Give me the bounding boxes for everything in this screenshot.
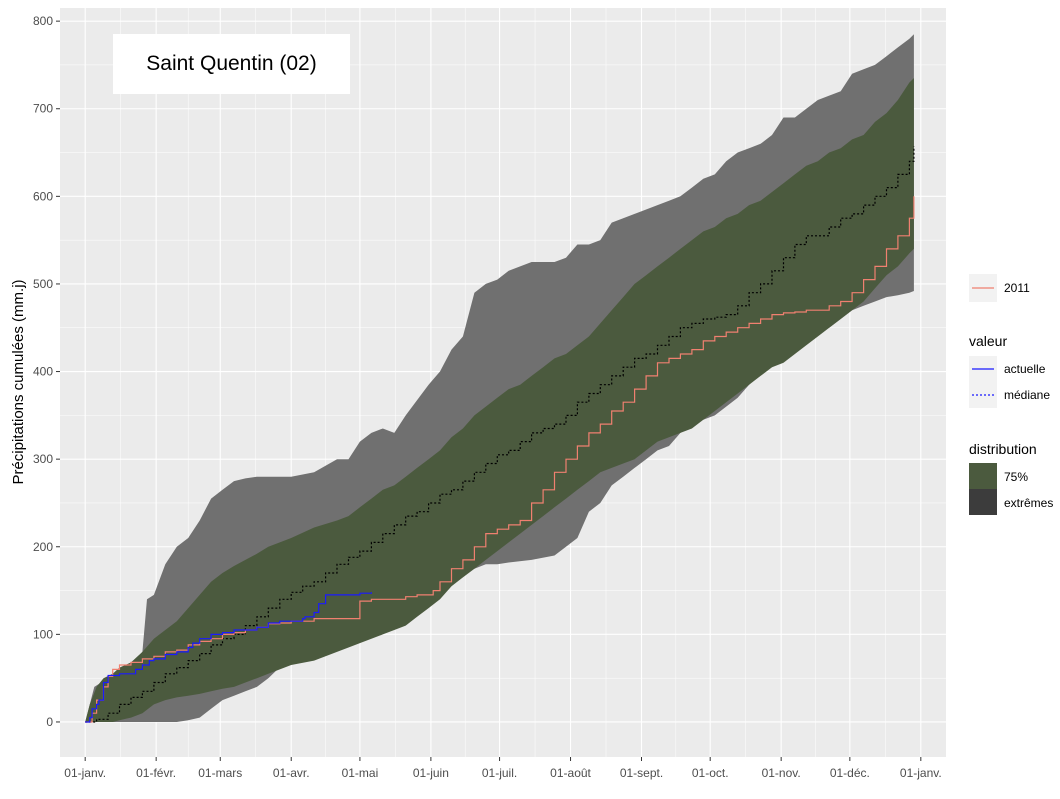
legend: 2011 valeur actuelle médiane distributio… bbox=[969, 274, 1053, 515]
y-tick-label: 300 bbox=[33, 452, 53, 466]
legend-label-mediane: médiane bbox=[1004, 388, 1050, 402]
actual-line bbox=[85, 592, 372, 723]
x-tick-label: 01-janv. bbox=[900, 766, 942, 780]
x-tick-label: 01-mai bbox=[342, 766, 379, 780]
plot-title: Saint Quentin (02) bbox=[146, 52, 317, 75]
y-tick-label: 200 bbox=[33, 540, 53, 554]
legend-label-2011: 2011 bbox=[1004, 281, 1030, 295]
x-tick-label: 01-févr. bbox=[136, 766, 176, 780]
x-tick-label: 01-juil. bbox=[482, 766, 517, 780]
legend-swatch-75 bbox=[969, 463, 997, 489]
legend-swatch-extremes bbox=[969, 489, 997, 515]
line-2011 bbox=[85, 196, 915, 723]
legend-label-extremes: extrêmes bbox=[1004, 496, 1053, 510]
plot-title-box: Saint Quentin (02) bbox=[113, 34, 350, 94]
y-tick-label: 400 bbox=[33, 365, 53, 379]
y-tick-label: 800 bbox=[33, 14, 53, 28]
x-tick-label: 01-mars bbox=[198, 766, 242, 780]
y-tick-label: 600 bbox=[33, 189, 53, 203]
x-tick-label: 01-déc. bbox=[830, 766, 870, 780]
legend-label-actuelle: actuelle bbox=[1004, 362, 1046, 376]
y-tick-label: 0 bbox=[46, 715, 53, 729]
series-layer bbox=[85, 34, 915, 723]
y-axis-ticks: 0 100 200 300 400 500 600 700 800 bbox=[33, 14, 60, 729]
legend-title-distribution: distribution bbox=[969, 441, 1037, 457]
x-tick-label: 01-août bbox=[550, 766, 591, 780]
x-tick-label: 01-juin bbox=[413, 766, 449, 780]
legend-title-valeur: valeur bbox=[969, 333, 1007, 349]
y-tick-label: 500 bbox=[33, 277, 53, 291]
legend-label-75: 75% bbox=[1004, 470, 1028, 484]
x-tick-label: 01-nov. bbox=[762, 766, 801, 780]
y-axis-title: Précipitations cumulées (mm.j) bbox=[10, 279, 27, 484]
y-tick-label: 100 bbox=[33, 627, 53, 641]
median-line bbox=[85, 146, 915, 723]
y-tick-label: 700 bbox=[33, 102, 53, 116]
x-tick-label: 01-avr. bbox=[273, 766, 310, 780]
x-tick-label: 01-oct. bbox=[692, 766, 729, 780]
x-tick-label: 01-sept. bbox=[620, 766, 663, 780]
x-tick-label: 01-janv. bbox=[64, 766, 106, 780]
x-axis-ticks: 01-janv. 01-févr. 01-mars 01-avr. 01-mai 01-j… bbox=[64, 757, 942, 780]
band-75 bbox=[85, 78, 914, 723]
